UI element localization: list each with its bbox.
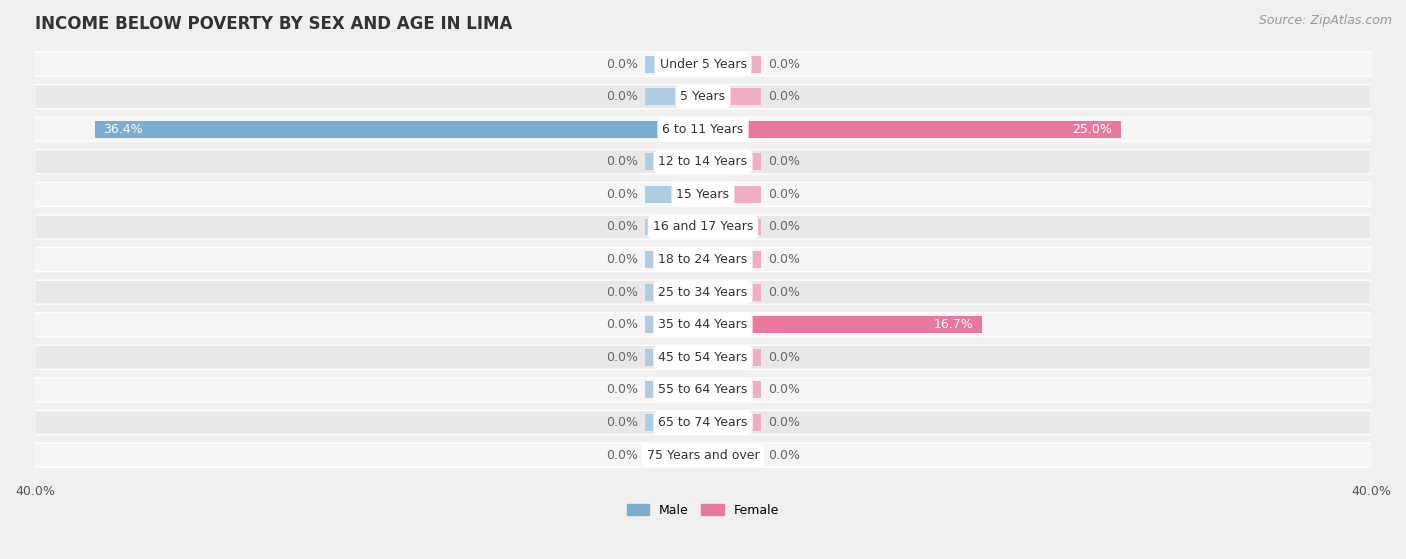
Text: 0.0%: 0.0%	[768, 90, 800, 103]
Text: 0.0%: 0.0%	[606, 188, 638, 201]
Bar	[644, 153, 703, 170]
Text: 0.0%: 0.0%	[768, 383, 800, 396]
Text: 35 to 44 Years: 35 to 44 Years	[658, 318, 748, 331]
FancyBboxPatch shape	[35, 182, 1371, 206]
FancyBboxPatch shape	[35, 378, 1371, 402]
Bar	[703, 316, 981, 333]
Text: 0.0%: 0.0%	[768, 155, 800, 168]
FancyBboxPatch shape	[35, 117, 1371, 141]
Text: 0.0%: 0.0%	[768, 220, 800, 234]
Bar	[703, 381, 762, 399]
Bar	[703, 414, 762, 431]
Bar	[703, 349, 762, 366]
Text: 0.0%: 0.0%	[606, 220, 638, 234]
Bar	[703, 88, 762, 105]
FancyBboxPatch shape	[35, 150, 1371, 174]
Bar	[703, 121, 1121, 138]
Text: 0.0%: 0.0%	[768, 253, 800, 266]
Text: 25.0%: 25.0%	[1073, 123, 1112, 136]
FancyBboxPatch shape	[35, 443, 1371, 467]
Bar	[703, 219, 762, 235]
Legend: Male, Female: Male, Female	[621, 499, 785, 522]
Text: 0.0%: 0.0%	[606, 416, 638, 429]
Bar	[644, 88, 703, 105]
Bar	[644, 316, 703, 333]
Text: 0.0%: 0.0%	[768, 286, 800, 299]
Text: 65 to 74 Years: 65 to 74 Years	[658, 416, 748, 429]
FancyBboxPatch shape	[35, 410, 1371, 434]
FancyBboxPatch shape	[35, 84, 1371, 108]
Bar	[703, 186, 762, 203]
FancyBboxPatch shape	[35, 312, 1371, 337]
Bar	[644, 414, 703, 431]
Text: 0.0%: 0.0%	[768, 448, 800, 462]
Text: 75 Years and over: 75 Years and over	[647, 448, 759, 462]
FancyBboxPatch shape	[35, 215, 1371, 239]
Text: 0.0%: 0.0%	[606, 383, 638, 396]
Bar	[644, 381, 703, 399]
FancyBboxPatch shape	[35, 248, 1371, 272]
Bar	[703, 447, 762, 463]
Text: 16.7%: 16.7%	[934, 318, 973, 331]
Bar	[644, 251, 703, 268]
Bar	[644, 349, 703, 366]
Text: 16 and 17 Years: 16 and 17 Years	[652, 220, 754, 234]
Bar	[644, 284, 703, 301]
Bar	[703, 56, 762, 73]
Text: 25 to 34 Years: 25 to 34 Years	[658, 286, 748, 299]
Text: 0.0%: 0.0%	[768, 188, 800, 201]
Bar	[703, 153, 762, 170]
Text: 0.0%: 0.0%	[606, 351, 638, 364]
Text: 0.0%: 0.0%	[768, 416, 800, 429]
FancyBboxPatch shape	[35, 345, 1371, 369]
Bar	[703, 251, 762, 268]
Text: 6 to 11 Years: 6 to 11 Years	[662, 123, 744, 136]
Text: 0.0%: 0.0%	[606, 90, 638, 103]
FancyBboxPatch shape	[35, 280, 1371, 304]
Bar	[96, 121, 703, 138]
Bar	[644, 186, 703, 203]
Bar	[644, 219, 703, 235]
Text: 15 Years: 15 Years	[676, 188, 730, 201]
Text: 0.0%: 0.0%	[606, 58, 638, 70]
Text: Under 5 Years: Under 5 Years	[659, 58, 747, 70]
Text: 0.0%: 0.0%	[606, 318, 638, 331]
Text: 0.0%: 0.0%	[606, 253, 638, 266]
Text: 36.4%: 36.4%	[104, 123, 143, 136]
Text: 12 to 14 Years: 12 to 14 Years	[658, 155, 748, 168]
Bar	[644, 447, 703, 463]
Text: 45 to 54 Years: 45 to 54 Years	[658, 351, 748, 364]
Text: 0.0%: 0.0%	[606, 448, 638, 462]
Text: 55 to 64 Years: 55 to 64 Years	[658, 383, 748, 396]
Text: 0.0%: 0.0%	[768, 351, 800, 364]
Text: Source: ZipAtlas.com: Source: ZipAtlas.com	[1258, 14, 1392, 27]
FancyBboxPatch shape	[35, 52, 1371, 76]
Text: 0.0%: 0.0%	[606, 286, 638, 299]
Text: 0.0%: 0.0%	[768, 58, 800, 70]
Text: 5 Years: 5 Years	[681, 90, 725, 103]
Text: INCOME BELOW POVERTY BY SEX AND AGE IN LIMA: INCOME BELOW POVERTY BY SEX AND AGE IN L…	[35, 15, 512, 33]
Bar	[703, 284, 762, 301]
Text: 18 to 24 Years: 18 to 24 Years	[658, 253, 748, 266]
Bar	[644, 56, 703, 73]
Text: 0.0%: 0.0%	[606, 155, 638, 168]
